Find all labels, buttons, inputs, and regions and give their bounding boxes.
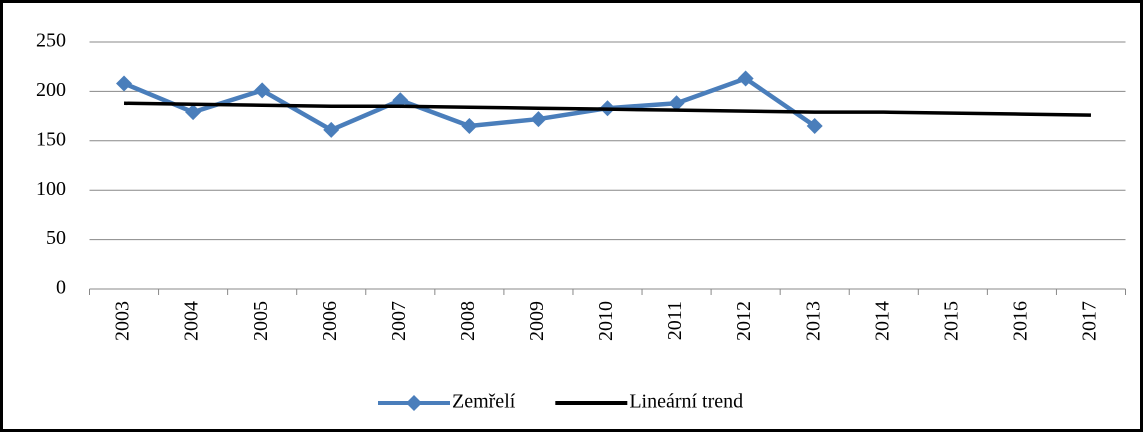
marker [461, 117, 478, 134]
y-tick-label: 0 [56, 277, 66, 299]
x-tick-label: 2006 [319, 301, 341, 341]
y-tick-label: 50 [46, 227, 66, 249]
legend-label: Zemřelí [452, 391, 516, 413]
x-tick-label: 2015 [940, 301, 962, 341]
x-tick-label: 2012 [733, 301, 755, 341]
marker [254, 82, 271, 99]
x-tick-label: 2011 [664, 301, 686, 340]
legend-label: Lineární trend [629, 391, 743, 413]
marker [116, 75, 133, 92]
x-tick-label: 2007 [388, 301, 410, 341]
x-tick-label: 2017 [1079, 301, 1101, 341]
marker [668, 95, 685, 112]
x-tick-label: 2004 [181, 301, 203, 341]
legend-marker [406, 395, 422, 411]
x-tick-label: 2013 [802, 301, 824, 341]
x-tick-label: 2008 [457, 301, 479, 341]
x-tick-label: 2005 [250, 301, 272, 341]
marker [530, 111, 547, 128]
marker [185, 104, 202, 121]
marker [392, 92, 409, 109]
y-tick-label: 150 [36, 128, 66, 150]
y-tick-label: 100 [36, 178, 66, 200]
x-tick-label: 2009 [526, 301, 548, 341]
line [124, 101, 1091, 117]
marker [806, 117, 823, 134]
y-tick-label: 250 [36, 30, 66, 52]
x-tick-label: 2014 [871, 301, 893, 341]
x-tick-label: 2010 [595, 301, 617, 341]
marker [323, 121, 340, 138]
marker [737, 70, 754, 87]
x-tick-label: 2003 [112, 301, 134, 341]
y-tick-label: 200 [36, 79, 66, 101]
x-tick-label: 2016 [1009, 301, 1031, 341]
